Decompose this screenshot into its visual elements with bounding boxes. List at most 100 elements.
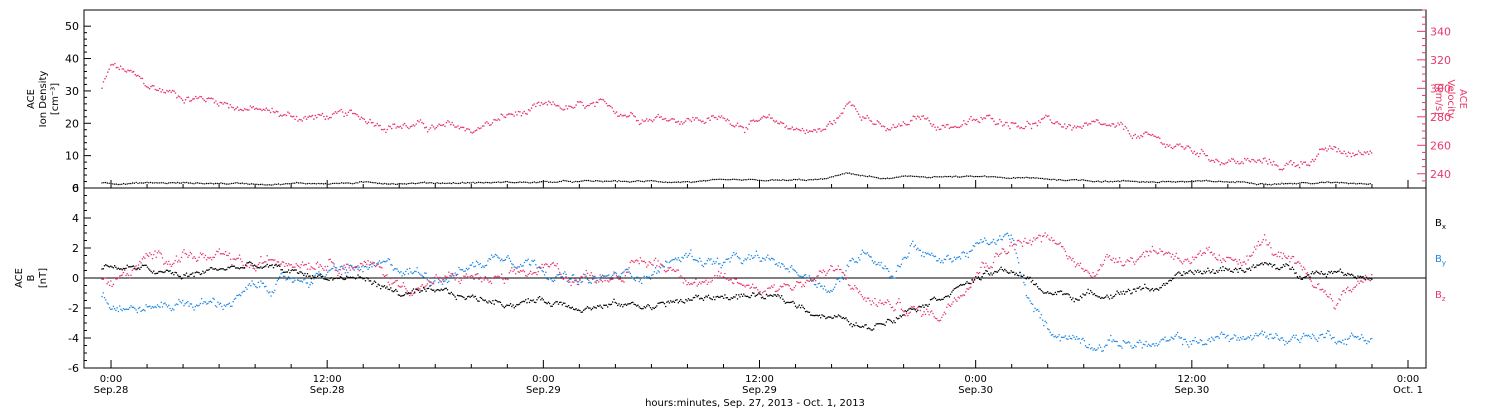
by-point <box>1209 340 1212 343</box>
bz-point <box>223 253 226 255</box>
density-point <box>277 183 280 185</box>
bz-point <box>1006 252 1009 255</box>
density-point <box>614 180 617 182</box>
density-point <box>1229 181 1231 183</box>
bx-point <box>448 292 450 294</box>
by-point <box>303 279 305 281</box>
by-point <box>693 258 696 261</box>
velocity-point <box>285 114 288 117</box>
by-point <box>262 282 265 285</box>
density-point <box>1027 176 1029 179</box>
by-point <box>1256 334 1258 337</box>
velocity-point <box>186 96 188 99</box>
by-point <box>1325 332 1328 335</box>
bz-point <box>1075 264 1078 266</box>
bx-point <box>1059 290 1062 292</box>
velocity-point <box>180 97 183 100</box>
bz-point <box>212 256 214 259</box>
by-point <box>783 265 785 267</box>
bx-point <box>117 267 120 269</box>
velocity-point <box>401 127 403 129</box>
by-point <box>1144 343 1146 346</box>
bx-point <box>1339 268 1342 270</box>
by-point <box>122 307 125 310</box>
by-point <box>1111 340 1113 343</box>
velocity-point <box>131 71 134 73</box>
bx-point <box>1101 296 1103 299</box>
bx-point <box>136 267 139 270</box>
density-point <box>663 181 665 184</box>
bz-point <box>1089 274 1092 277</box>
density-point <box>1137 181 1139 183</box>
density-point <box>1301 181 1303 184</box>
by-point <box>120 308 122 311</box>
bx-point <box>542 299 545 301</box>
bz-point <box>1033 237 1035 239</box>
bz-point <box>213 256 215 259</box>
bz-point <box>551 262 553 265</box>
bx-point <box>947 294 949 297</box>
bottom-left-tick-label: 0 <box>72 272 79 285</box>
velocity-point <box>112 64 115 66</box>
bx-point <box>711 298 714 301</box>
bx-point <box>536 298 538 301</box>
bz-point <box>1058 242 1060 245</box>
bx-point <box>760 297 763 299</box>
bz-point <box>616 276 619 278</box>
bz-point <box>546 263 548 266</box>
density-point <box>420 182 422 184</box>
velocity-point <box>902 121 905 123</box>
bx-point <box>185 272 188 274</box>
by-point <box>1199 339 1202 341</box>
by-point <box>224 305 227 307</box>
by-point <box>838 280 841 283</box>
bz-point <box>297 265 300 268</box>
density-point <box>951 176 953 178</box>
density-point <box>784 179 786 181</box>
by-point <box>846 264 848 266</box>
by-point <box>739 257 741 260</box>
bz-point <box>1268 242 1271 244</box>
velocity-point <box>1154 135 1157 138</box>
by-point <box>325 273 328 276</box>
density-point <box>726 179 728 181</box>
velocity-point <box>536 102 538 104</box>
by-point <box>1246 337 1248 339</box>
velocity-point <box>1366 151 1369 153</box>
by-point <box>1262 334 1265 336</box>
bz-point <box>440 281 442 283</box>
density-point <box>733 178 735 180</box>
bx-point <box>413 292 416 294</box>
by-point <box>1243 338 1246 340</box>
by-point <box>909 244 912 247</box>
by-point <box>885 267 888 270</box>
velocity-point <box>1159 137 1161 140</box>
velocity-point <box>379 124 381 127</box>
by-point <box>1330 337 1333 340</box>
bz-point <box>168 260 170 263</box>
density-point <box>710 179 712 181</box>
velocity-point <box>1242 162 1245 165</box>
bx-point <box>871 329 874 331</box>
velocity-point <box>304 115 307 118</box>
by-point <box>763 257 765 260</box>
density-point <box>924 176 926 178</box>
bx-point <box>333 277 335 280</box>
bz-point <box>1286 257 1289 260</box>
bx-point <box>141 264 144 267</box>
by-point <box>717 263 720 265</box>
by-point <box>305 282 308 284</box>
bz-point <box>1232 259 1234 262</box>
velocity-point <box>282 114 285 116</box>
bz-point <box>384 275 387 277</box>
bz-point <box>1204 252 1207 255</box>
by-point <box>200 297 203 300</box>
density-point <box>344 182 346 184</box>
by-point <box>1112 339 1115 341</box>
by-point <box>615 272 618 275</box>
bx-point <box>411 290 413 292</box>
by-point <box>562 272 565 275</box>
density-point <box>724 179 726 181</box>
bz-point <box>419 288 421 290</box>
by-point <box>383 260 386 263</box>
